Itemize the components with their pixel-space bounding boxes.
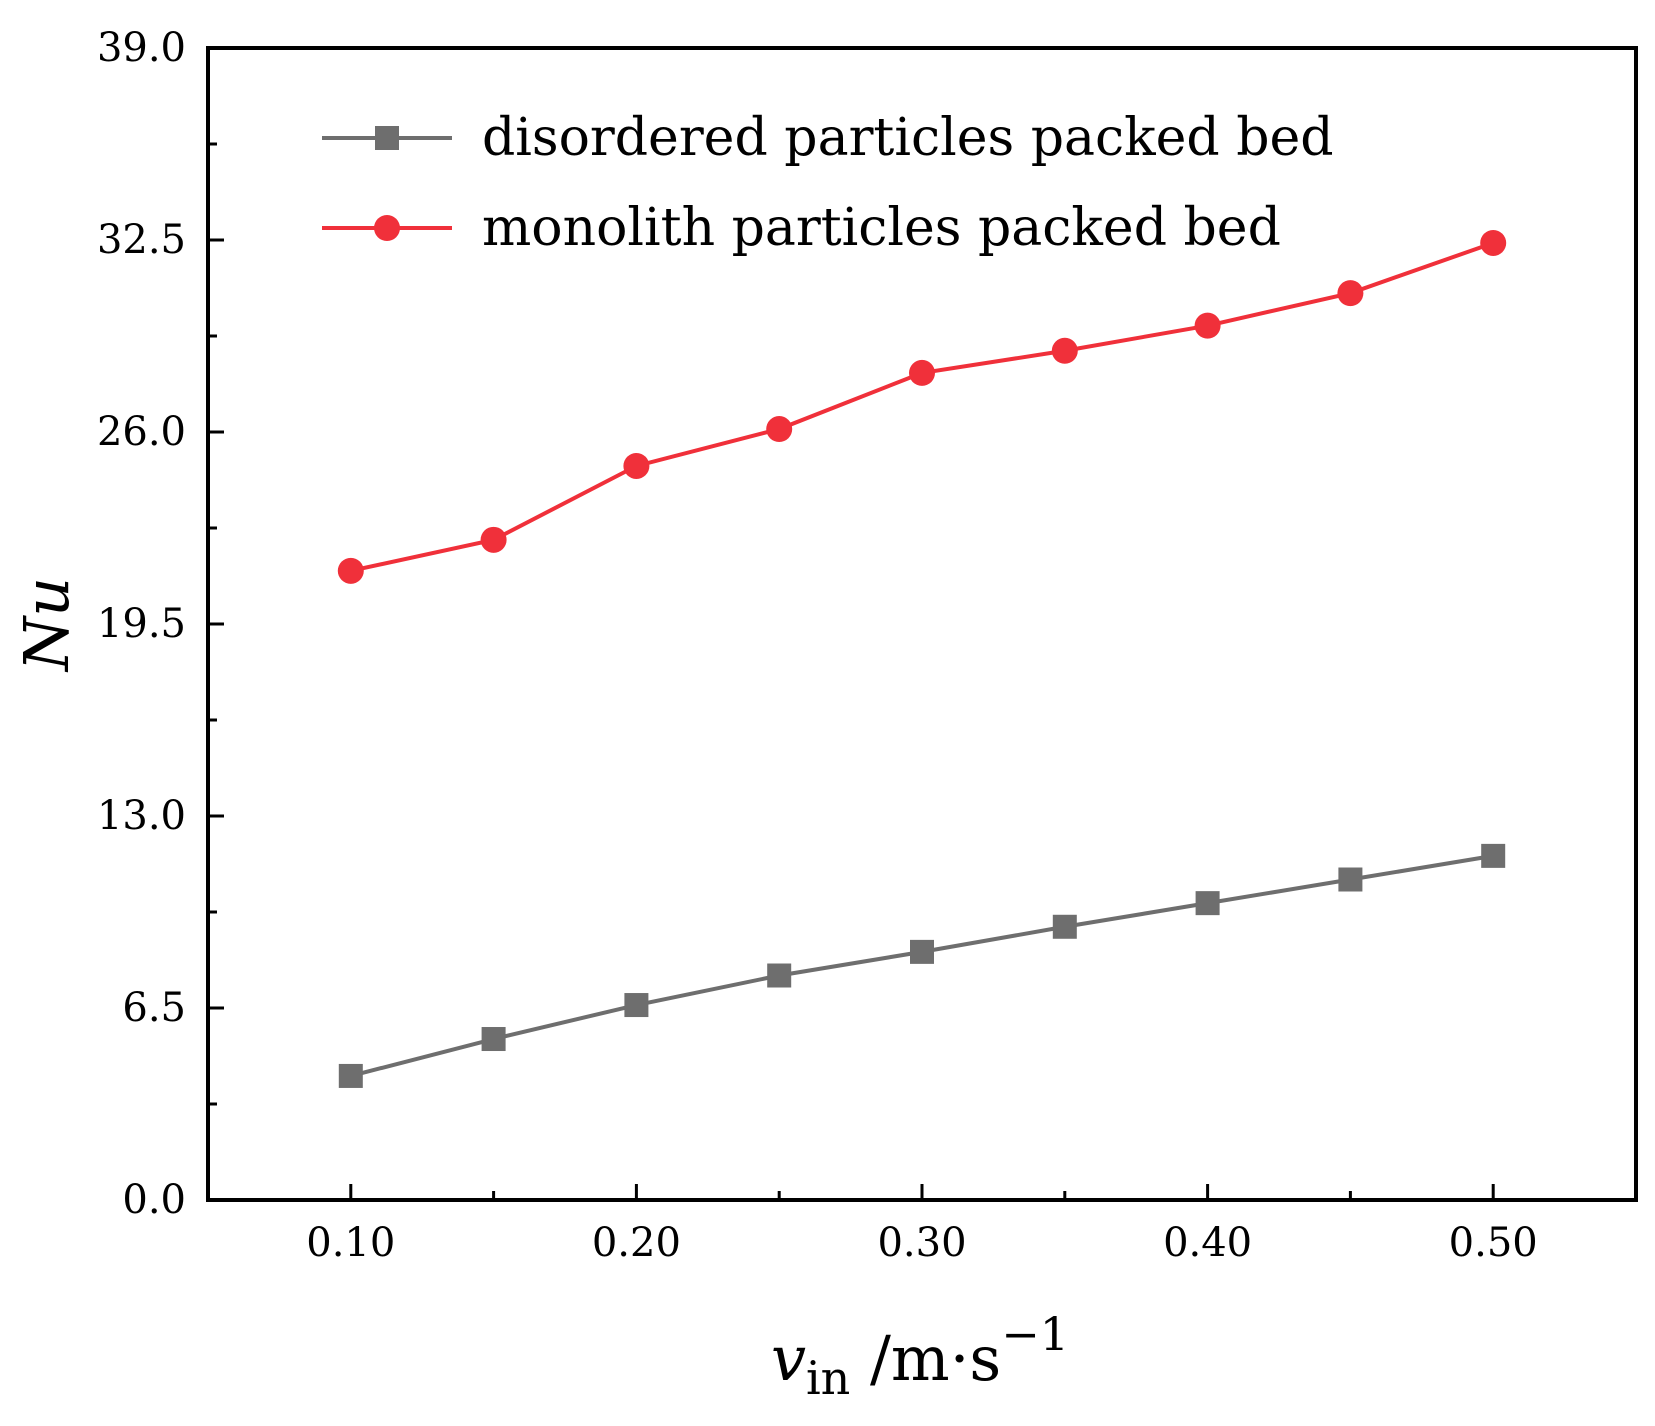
series-line bbox=[350, 853, 1494, 1078]
data-point bbox=[766, 416, 793, 443]
y-axis: 0.0 6.5 13.0 19.5 26.0 32.5 39.0 bbox=[97, 25, 224, 1223]
x-tick-label: 0.30 bbox=[877, 1220, 966, 1266]
legend-item: disordered particles packed bed bbox=[322, 108, 1334, 168]
series-group bbox=[337, 229, 1507, 1088]
data-point bbox=[623, 452, 650, 479]
x-tick-label: 0.20 bbox=[592, 1220, 681, 1266]
data-point bbox=[767, 963, 792, 988]
data-point bbox=[481, 1027, 506, 1052]
data-point bbox=[1337, 280, 1364, 307]
y-tick-label: 32.5 bbox=[97, 217, 186, 263]
y-tick-label: 26.0 bbox=[97, 409, 186, 455]
x-tick-label: 0.10 bbox=[306, 1220, 395, 1266]
data-point bbox=[338, 1063, 363, 1088]
x-axis-title: vin /m·s−1 bbox=[771, 1307, 1069, 1405]
y-tick-label: 13.0 bbox=[97, 793, 186, 839]
series-2 bbox=[337, 229, 1507, 584]
data-point bbox=[337, 557, 364, 584]
legend-label: disordered particles packed bed bbox=[482, 108, 1334, 168]
legend-item: monolith particles packed bed bbox=[322, 198, 1281, 258]
data-point bbox=[1052, 914, 1077, 939]
data-point bbox=[909, 359, 935, 386]
series-1 bbox=[338, 843, 1506, 1088]
data-point bbox=[1480, 229, 1507, 256]
y-tick-label: 6.5 bbox=[122, 985, 186, 1031]
legend: disordered particles packed bed monolith … bbox=[322, 108, 1334, 258]
series-line bbox=[350, 241, 1494, 573]
data-point bbox=[910, 939, 934, 964]
legend-marker bbox=[375, 126, 399, 150]
data-point bbox=[1194, 312, 1221, 339]
x-tick-label: 0.40 bbox=[1163, 1220, 1252, 1266]
x-axis: 0.10 0.20 0.30 0.40 0.50 bbox=[306, 1184, 1538, 1266]
y-axis-title: Nu bbox=[10, 577, 83, 673]
x-axis-title-unit: /m·s bbox=[850, 1322, 1001, 1395]
y-tick-label: 39.0 bbox=[97, 25, 186, 71]
x-axis-title-sub: in bbox=[806, 1351, 850, 1405]
data-point bbox=[1338, 867, 1363, 892]
data-point bbox=[624, 993, 649, 1018]
x-axis-title-var: v bbox=[771, 1322, 806, 1395]
x-tick-label: 0.50 bbox=[1449, 1220, 1538, 1266]
data-point bbox=[480, 526, 507, 553]
legend-label: monolith particles packed bed bbox=[482, 198, 1281, 258]
legend-marker bbox=[374, 215, 400, 241]
y-tick-label: 0.0 bbox=[122, 1177, 186, 1223]
y-tick-label: 19.5 bbox=[97, 601, 186, 647]
x-axis-title-sup: −1 bbox=[1001, 1307, 1069, 1361]
data-point bbox=[1051, 337, 1078, 364]
data-point bbox=[1195, 891, 1220, 916]
data-point bbox=[1481, 843, 1506, 868]
